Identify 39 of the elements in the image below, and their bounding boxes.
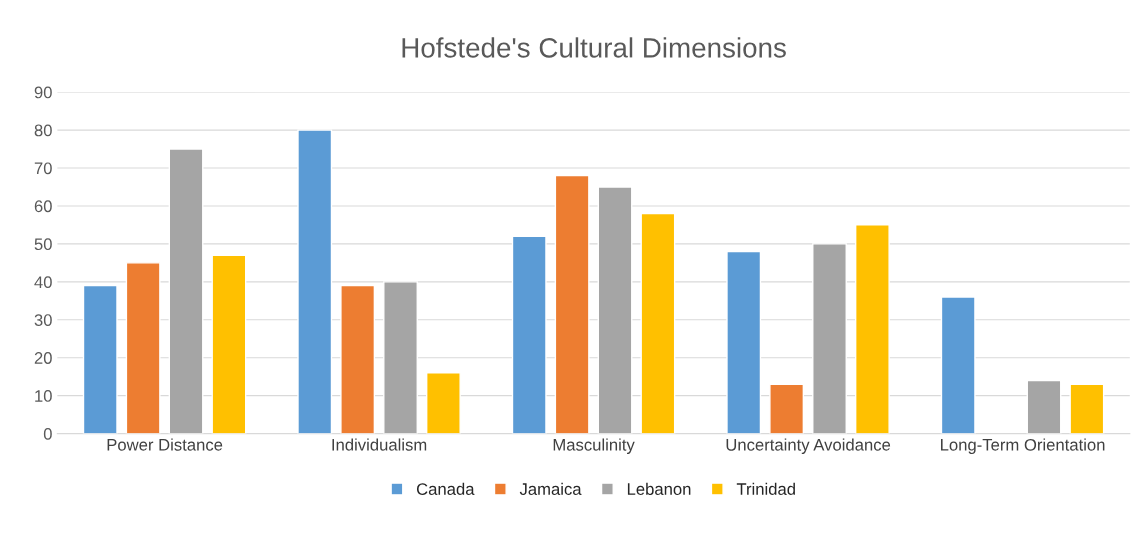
bar xyxy=(940,296,976,434)
legend-label: Jamaica xyxy=(519,482,582,495)
bar xyxy=(812,243,847,434)
bar xyxy=(297,129,333,434)
bar xyxy=(1069,383,1105,434)
y-tick-label: 10 xyxy=(35,390,52,402)
x-tick-label: Individualism xyxy=(332,438,427,451)
y-tick-label: 60 xyxy=(34,200,52,213)
y-tick-label: 90 xyxy=(34,86,52,99)
y-tick-label: 50 xyxy=(34,238,52,251)
chart-title: Hofstede's Cultural Dimensions xyxy=(402,37,786,58)
x-tick-label: Uncertainty Avoidance xyxy=(726,438,891,454)
bar xyxy=(340,284,376,434)
y-tick-label: 20 xyxy=(34,352,52,364)
legend-label: Canada xyxy=(416,482,475,495)
bar xyxy=(383,281,418,434)
bar xyxy=(597,186,633,434)
y-tick-label: 70 xyxy=(34,162,52,175)
bar xyxy=(1026,379,1062,434)
bar xyxy=(726,250,762,434)
y-tick-label: 0 xyxy=(43,428,52,440)
x-tick-label: Power Distance xyxy=(107,438,223,451)
bar xyxy=(211,254,247,434)
y-tick-label: 30 xyxy=(34,314,52,326)
bar xyxy=(854,224,890,434)
y-tick-label: 80 xyxy=(34,124,52,137)
x-tick-label: Long-Term Orientation xyxy=(941,438,1105,454)
bar xyxy=(554,174,590,434)
x-tick-label: Masculinity xyxy=(553,438,635,454)
bar xyxy=(511,235,547,434)
bar xyxy=(168,148,204,434)
bar xyxy=(426,372,461,434)
bar xyxy=(769,383,805,434)
y-tick-label: 40 xyxy=(34,276,52,289)
bar xyxy=(82,284,118,434)
bar xyxy=(640,212,676,434)
legend-label: Lebanon xyxy=(627,482,691,495)
legend-label: Trinidad xyxy=(736,482,795,495)
bar xyxy=(125,262,161,434)
